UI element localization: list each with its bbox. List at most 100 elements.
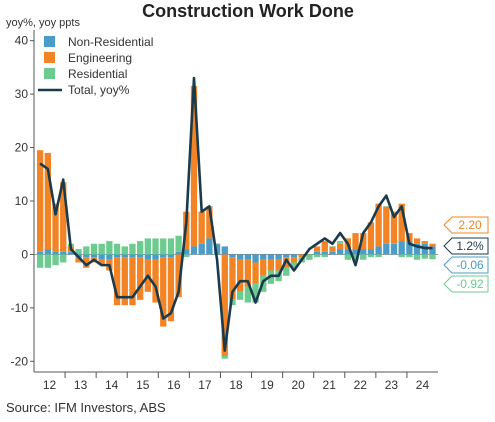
- bar-non-residential: [183, 249, 190, 255]
- bar-engineering: [275, 259, 282, 271]
- bar-residential: [237, 291, 244, 300]
- bar-residential: [152, 238, 159, 255]
- bar-non-residential: [398, 241, 405, 255]
- bar-engineering: [206, 206, 213, 239]
- end-label: -0.06: [456, 258, 484, 272]
- bar-residential: [52, 254, 59, 266]
- bar-non-residential: [375, 246, 382, 255]
- bar-engineering: [83, 257, 90, 268]
- bar-engineering: [360, 233, 367, 250]
- bar-engineering: [75, 257, 82, 263]
- x-tick-label: 15: [136, 378, 150, 392]
- bar-engineering: [37, 150, 44, 252]
- bar-non-residential: [275, 254, 282, 260]
- end-label-box: [443, 275, 489, 293]
- bar-non-residential: [244, 254, 251, 260]
- bar-non-residential: [106, 254, 113, 260]
- bar-non-residential: [37, 251, 44, 255]
- y-tick-label: 0: [21, 247, 28, 261]
- bar-non-residential: [321, 251, 328, 255]
- bar-non-residential: [352, 249, 359, 255]
- bar-non-residential: [160, 254, 167, 258]
- bar-non-residential: [367, 249, 375, 255]
- bar-residential: [398, 254, 405, 258]
- bar-engineering: [429, 243, 436, 247]
- bar-residential: [390, 211, 398, 213]
- bar-residential: [113, 243, 121, 255]
- bar-non-residential: [167, 254, 175, 258]
- bar-engineering: [321, 241, 328, 252]
- bar-engineering: [337, 243, 344, 250]
- bar-non-residential: [83, 254, 90, 258]
- bar-non-residential: [406, 241, 413, 255]
- bar-non-residential: [267, 254, 275, 260]
- x-tick-label: 24: [416, 378, 430, 392]
- x-tick-label: 16: [167, 378, 181, 392]
- legend: Non-Residential Engineering Residential Tot…: [38, 35, 153, 97]
- bar-residential: [83, 246, 90, 255]
- legend-swatch: [44, 36, 55, 47]
- x-tick-label: 23: [385, 378, 399, 392]
- bar-residential: [313, 254, 321, 258]
- bar-engineering: [375, 203, 382, 247]
- bar-non-residential: [67, 251, 75, 255]
- bar-residential: [329, 246, 336, 247]
- bar-residential: [60, 254, 67, 263]
- bar-non-residential: [190, 246, 198, 255]
- source-note: Source: IFM Investors, ABS: [6, 400, 166, 415]
- bar-non-residential: [360, 249, 367, 255]
- bar-non-residential: [337, 249, 344, 255]
- bar-engineering: [190, 86, 198, 247]
- bar-residential: [175, 235, 182, 252]
- end-label-box: [443, 216, 489, 234]
- bar-residential: [75, 249, 82, 255]
- bar-non-residential: [252, 254, 259, 263]
- bar-engineering: [221, 254, 228, 356]
- bar-residential: [221, 355, 228, 359]
- bar-residential: [37, 254, 44, 268]
- bar-engineering: [152, 259, 159, 303]
- bar-residential: [306, 254, 313, 260]
- bar-non-residential: [221, 246, 228, 255]
- bar-engineering: [329, 246, 336, 252]
- end-label: -0.92: [456, 277, 484, 291]
- x-tick-label: 12: [43, 378, 57, 392]
- bar-non-residential: [344, 249, 351, 255]
- x-tick-label: 14: [105, 378, 119, 392]
- bar-residential: [160, 238, 167, 255]
- bar-engineering: [260, 259, 267, 276]
- bar-engineering: [313, 246, 321, 252]
- y-tick-label: 30: [15, 87, 29, 101]
- bar-non-residential: [152, 254, 159, 260]
- bar-non-residential: [429, 246, 436, 255]
- bar-engineering: [383, 206, 390, 244]
- total-line: [39, 76, 433, 352]
- bar-engineering: [175, 254, 182, 298]
- bar-non-residential: [383, 243, 390, 255]
- x-tick-label: 22: [354, 378, 368, 392]
- bar-non-residential: [260, 254, 267, 260]
- bar-engineering: [167, 257, 175, 322]
- bar-engineering: [52, 203, 59, 252]
- bar-non-residential: [44, 249, 51, 255]
- bar-engineering: [121, 257, 128, 306]
- total-yoy-line: [39, 76, 433, 352]
- bar-engineering: [98, 259, 105, 266]
- bar-non-residential: [52, 251, 59, 255]
- bar-residential: [337, 241, 344, 244]
- bar-engineering: [252, 262, 259, 284]
- bar-engineering: [160, 257, 167, 327]
- bar-residential: [352, 254, 359, 260]
- bar-non-residential: [198, 243, 205, 255]
- y-tick-label: -10: [11, 301, 29, 315]
- legend-swatch: [44, 52, 55, 63]
- bar-residential: [406, 254, 413, 258]
- end-label: 2.20: [458, 218, 482, 232]
- bar-residential: [167, 238, 175, 255]
- x-tick-label: 20: [291, 378, 305, 392]
- bar-engineering: [267, 259, 275, 271]
- bar-engineering: [398, 203, 405, 242]
- bar-engineering: [237, 259, 244, 292]
- bar-engineering: [298, 254, 305, 258]
- x-tick-label: 13: [74, 378, 88, 392]
